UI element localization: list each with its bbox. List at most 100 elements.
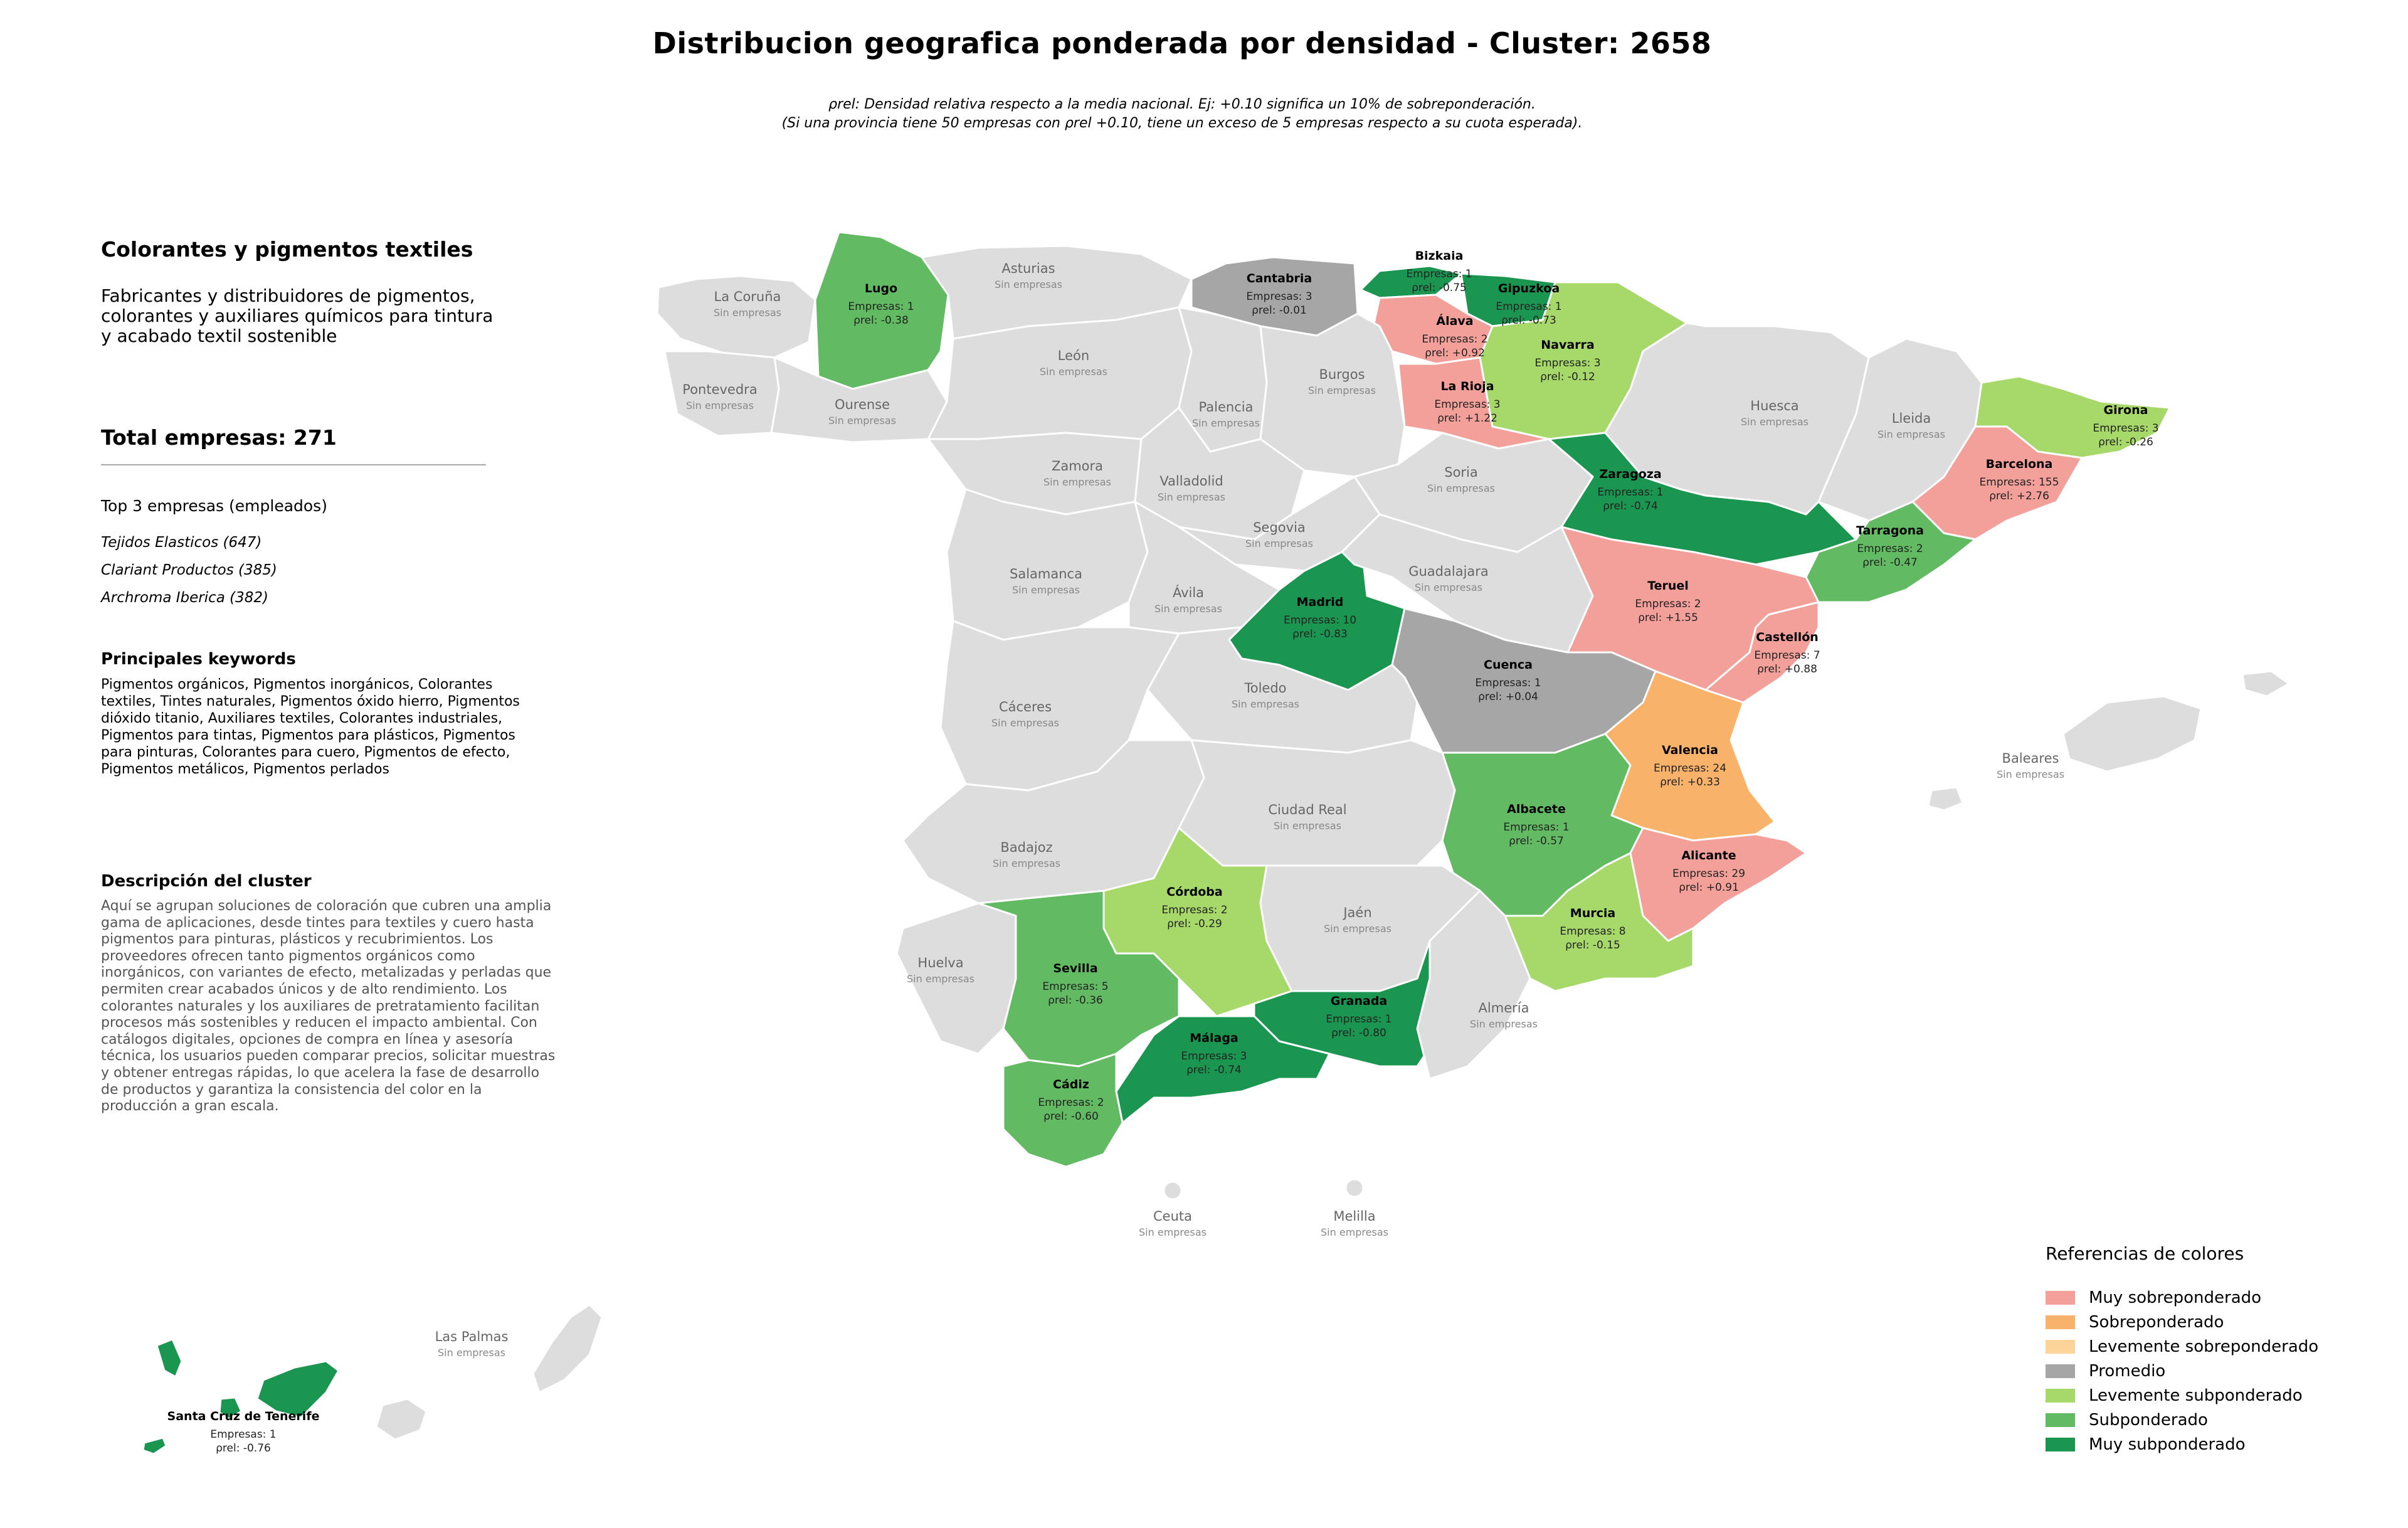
province-count-sevilla: Empresas: 5 [1042, 980, 1108, 993]
total-companies: Total empresas: 271 [101, 425, 337, 450]
province-count-alicante: Empresas: 29 [1672, 867, 1745, 880]
province-label-girona: Girona [2104, 403, 2148, 417]
province-count-valencia: Empresas: 24 [1654, 762, 1726, 775]
province-empty-note: Sin empresas [1139, 1226, 1207, 1238]
province-rho-tarragona: ρrel: -0.47 [1862, 556, 1918, 569]
province-empty-note: Sin empresas [1192, 417, 1260, 429]
province-empty-note: Sin empresas [1741, 416, 1809, 428]
province-label-badajoz: Badajoz [1000, 840, 1052, 855]
province-empty-note: Sin empresas [1232, 698, 1299, 710]
province-empty-note: Sin empresas [995, 279, 1062, 290]
province-label-tarragona: Tarragona [1856, 524, 1924, 538]
legend-label: Subponderado [2089, 1410, 2208, 1430]
province-label-melilla: Melilla [1333, 1209, 1375, 1224]
province-laspalmas-island-0 [375, 1398, 428, 1441]
province-rho-madrid: ρrel: -0.83 [1292, 628, 1348, 640]
legend-label: Sobreponderado [2089, 1312, 2224, 1332]
province-label-murcia: Murcia [1570, 906, 1615, 920]
province-rho-zaragoza: ρrel: -0.74 [1603, 500, 1658, 512]
legend-item: Levemente subponderado [2046, 1383, 2397, 1408]
province-count-larioja: Empresas: 3 [1434, 398, 1500, 411]
province-label-laspalmas: Las Palmas [435, 1329, 509, 1344]
legend-swatch [2046, 1413, 2075, 1427]
province-count-castellon: Empresas: 7 [1754, 649, 1820, 662]
province-rho-murcia: ρrel: -0.15 [1565, 939, 1620, 952]
panel-title: Colorantes y pigmentos textiles [101, 237, 473, 262]
province-empty-note: Sin empresas [1321, 1226, 1388, 1238]
province-label-toledo: Toledo [1244, 681, 1286, 696]
province-count-cantabria: Empresas: 3 [1246, 290, 1312, 303]
top3-item: Clariant Productos (385) [101, 562, 277, 578]
province-count-zaragoza: Empresas: 1 [1597, 486, 1663, 499]
cluster-description-title: Descripción del cluster [101, 872, 312, 891]
province-empty-note: Sin empresas [1427, 482, 1495, 494]
province-huesca [1604, 322, 1870, 516]
province-tenerife-island-0 [156, 1338, 183, 1378]
province-lleida [1817, 337, 1983, 522]
province-label-asturias: Asturias [1001, 261, 1055, 276]
legend-swatch [2046, 1388, 2075, 1403]
province-count-navarra: Empresas: 3 [1534, 357, 1600, 369]
province-empty-note: Sin empresas [1043, 476, 1111, 488]
province-label-alava: Álava [1436, 314, 1473, 328]
province-label-cantabria: Cantabria [1247, 272, 1312, 285]
province-castellon [1704, 601, 1820, 704]
province-empty-note: Sin empresas [1274, 820, 1341, 832]
province-count-lugo: Empresas: 1 [848, 300, 914, 313]
province-rho-malaga: ρrel: -0.74 [1186, 1064, 1242, 1076]
province-rho-valencia: ρrel: +0.33 [1660, 776, 1720, 788]
province-count-cuenca: Empresas: 1 [1475, 677, 1541, 689]
legend-title: Referencias de colores [2046, 1243, 2244, 1264]
province-label-gipuzkoa: Gipuzkoa [1498, 282, 1560, 295]
legend-label: Muy sobreponderado [2089, 1288, 2262, 1307]
province-count-bizkaia: Empresas: 1 [1406, 268, 1472, 280]
province-rho-larioja: ρrel: +1.22 [1437, 412, 1497, 425]
legend-item: Promedio [2046, 1359, 2397, 1383]
province-rho-sevilla: ρrel: -0.36 [1048, 994, 1103, 1007]
province-label-lugo: Lugo [865, 282, 897, 295]
province-empty-note: Sin empresas [686, 400, 754, 411]
province-rho-cadiz: ρrel: -0.60 [1043, 1110, 1099, 1123]
province-label-tenerife: Santa Cruz de Tenerife [167, 1409, 320, 1423]
province-ceuta [1163, 1180, 1183, 1201]
province-label-granada: Granada [1331, 994, 1388, 1008]
province-empty-note: Sin empresas [1308, 385, 1376, 396]
legend-item: Sobreponderado [2046, 1310, 2397, 1334]
province-tenerife [256, 1360, 340, 1419]
province-salamanca [946, 488, 1149, 641]
province-rho-gipuzkoa: ρrel: -0.73 [1501, 314, 1556, 327]
province-cadiz [1002, 1053, 1124, 1168]
province-count-madrid: Empresas: 10 [1284, 614, 1356, 627]
legend-swatch [2046, 1364, 2075, 1378]
province-label-valladolid: Valladolid [1159, 474, 1223, 489]
province-label-madrid: Madrid [1297, 595, 1344, 609]
province-label-cordoba: Córdoba [1166, 885, 1222, 899]
province-rho-castellon: ρrel: +0.88 [1757, 663, 1817, 676]
province-label-navarra: Navarra [1541, 338, 1595, 352]
province-melilla [1344, 1178, 1365, 1198]
province-label-ciudadreal: Ciudad Real [1268, 802, 1346, 817]
province-guadalajara [1341, 513, 1594, 654]
province-label-barcelona: Barcelona [1986, 457, 2053, 471]
keywords-title: Principales keywords [101, 650, 296, 669]
province-rho-granada: ρrel: -0.80 [1331, 1027, 1386, 1039]
legend-item: Muy sobreponderado [2046, 1285, 2397, 1310]
province-rho-cordoba: ρrel: -0.29 [1167, 918, 1222, 930]
legend-swatch [2046, 1290, 2075, 1305]
province-label-segovia: Segovia [1253, 520, 1306, 535]
province-empty-note: Sin empresas [1154, 603, 1222, 615]
province-label-larioja: La Rioja [1440, 379, 1494, 393]
province-empty-note: Sin empresas [993, 857, 1060, 869]
province-label-burgos: Burgos [1319, 367, 1365, 382]
top3-title: Top 3 empresas (empleados) [101, 497, 327, 515]
province-badajoz [902, 739, 1205, 905]
province-count-malaga: Empresas: 3 [1181, 1050, 1247, 1063]
province-baleares-island-1 [1927, 786, 1964, 812]
province-label-guadalajara: Guadalajara [1408, 564, 1489, 579]
province-empty-note: Sin empresas [1245, 538, 1313, 549]
province-label-valencia: Valencia [1662, 743, 1718, 757]
top3-item: Archroma Iberica (382) [101, 590, 269, 606]
province-label-salamanca: Salamanca [1010, 566, 1082, 581]
province-label-coruna: La Coruña [714, 289, 781, 304]
province-label-caceres: Cáceres [999, 699, 1052, 714]
